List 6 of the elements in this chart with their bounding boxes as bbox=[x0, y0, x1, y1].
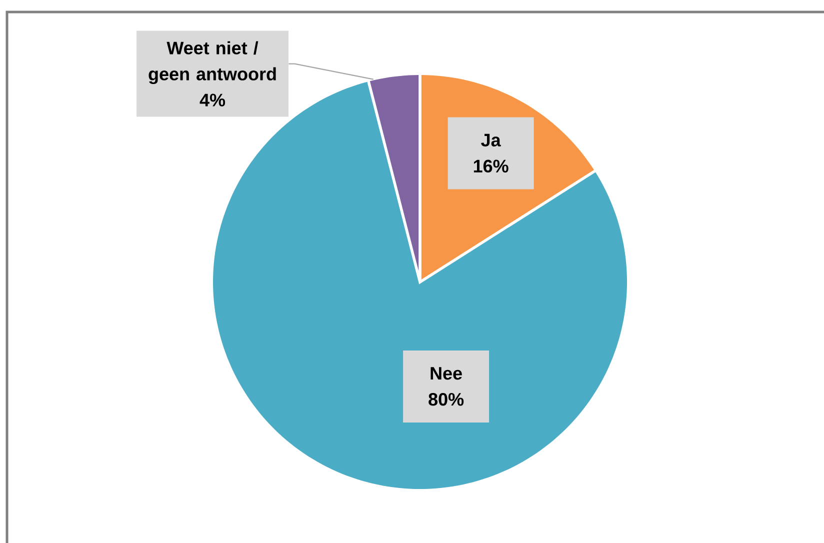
data-label: 16% bbox=[474, 160, 508, 172]
data-label: 4% bbox=[200, 94, 226, 106]
slice-label: Weet niet / geen antwoord bbox=[148, 41, 276, 84]
slice-label: Ja bbox=[481, 134, 501, 146]
data-label: 80% bbox=[428, 392, 464, 406]
slice-label: Nee bbox=[430, 367, 462, 380]
